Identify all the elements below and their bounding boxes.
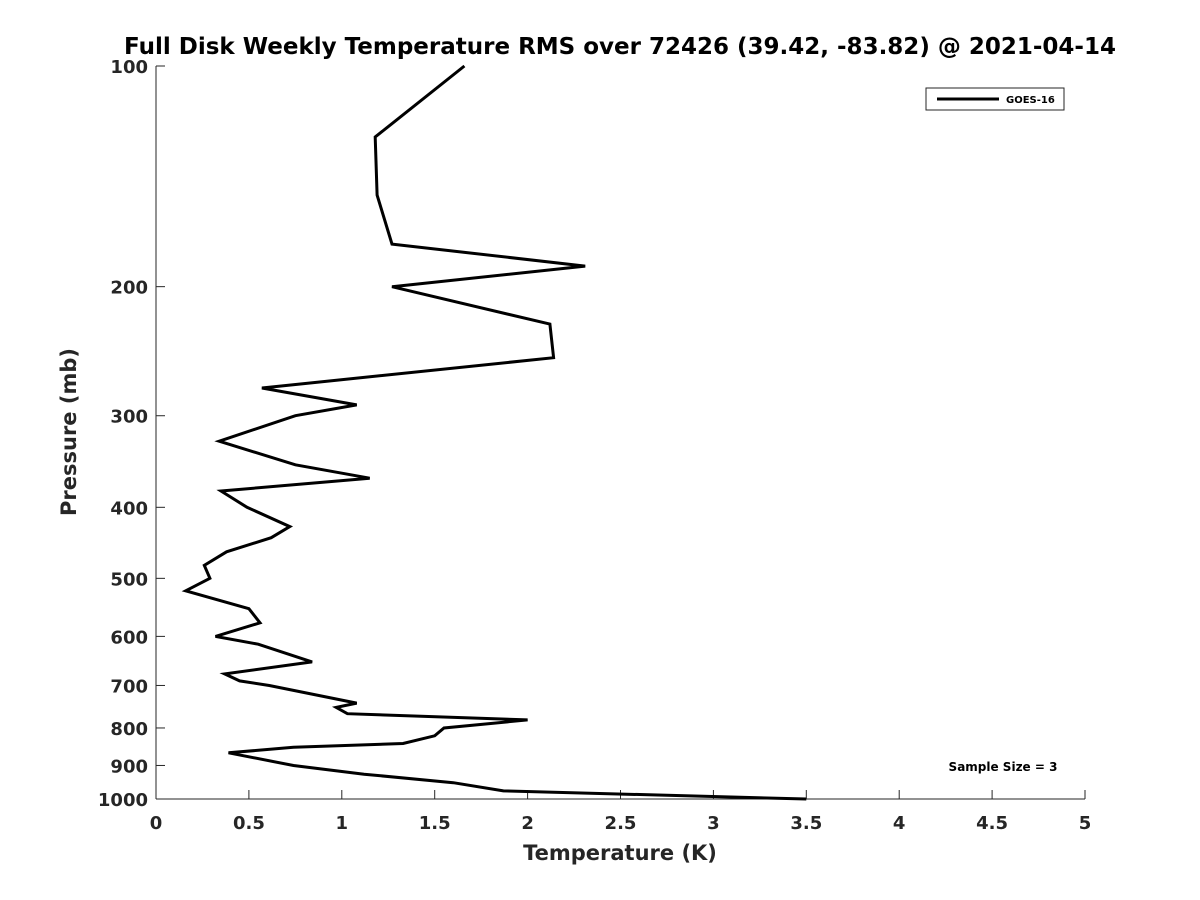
x-tick-label: 4	[893, 813, 906, 834]
x-tick-label: 5	[1079, 813, 1092, 834]
sample-size-annotation: Sample Size = 3	[949, 760, 1058, 774]
y-tick-label: 100	[110, 57, 148, 78]
x-tick-label: 0.5	[233, 813, 265, 834]
x-axis-ticks: 0 0.5 1 1.5 2 2.5 3 3.5 4 4.5 5	[150, 790, 1092, 834]
y-axis-ticks: 100 200 300 400 500 600 700 800 900 1000	[98, 57, 165, 811]
x-tick-label: 0	[150, 813, 163, 834]
legend-entry-goes-16: GOES-16	[1006, 95, 1055, 106]
y-tick-label: 400	[110, 498, 148, 519]
y-tick-label: 900	[110, 756, 148, 777]
x-tick-label: 3.5	[790, 813, 822, 834]
x-tick-label: 1.5	[419, 813, 451, 834]
series-layer	[181, 64, 807, 801]
axes	[155, 66, 1085, 800]
x-axis-label: Temperature (K)	[523, 841, 717, 865]
y-tick-label: 600	[110, 627, 148, 648]
y-tick-label: 300	[110, 407, 148, 428]
chart-title: Full Disk Weekly Temperature RMS over 72…	[124, 34, 1116, 60]
legend: GOES-16	[925, 87, 1065, 111]
x-tick-label: 2	[521, 813, 534, 834]
y-tick-label: 700	[110, 676, 148, 697]
x-tick-label: 2.5	[605, 813, 637, 834]
series-line-goes-16	[181, 64, 807, 801]
x-tick-label: 4.5	[976, 813, 1008, 834]
y-tick-label: 500	[110, 569, 148, 590]
y-tick-label: 200	[110, 278, 148, 299]
y-tick-label: 800	[110, 719, 148, 740]
y-axis-label: Pressure (mb)	[57, 348, 81, 516]
x-tick-label: 1	[336, 813, 349, 834]
x-tick-label: 3	[707, 813, 720, 834]
y-tick-label: 1000	[98, 790, 148, 811]
